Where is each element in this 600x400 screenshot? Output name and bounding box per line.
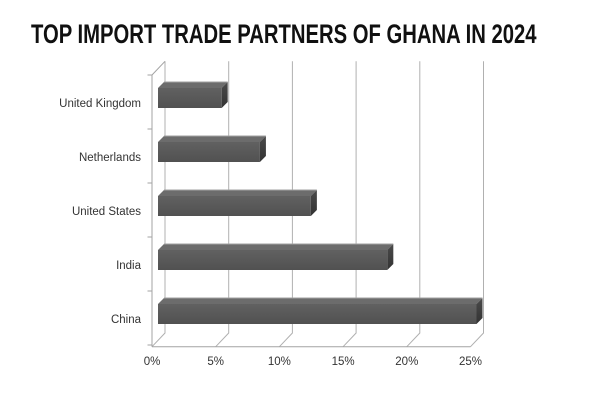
- x-tick-label-10pct: 10%: [268, 356, 291, 368]
- x-tick-label-0pct: 0%: [144, 356, 161, 368]
- bar-top-face: [158, 190, 317, 196]
- bar-netherlands: [158, 135, 266, 162]
- bar-front-face: [158, 88, 222, 108]
- category-label-china: China: [111, 314, 142, 326]
- bar-side-face: [221, 82, 228, 108]
- bar-front-face: [158, 250, 388, 270]
- bar-top-face: [158, 82, 228, 88]
- x-tick-label-15pct: 15%: [332, 356, 355, 368]
- bar-front-face: [158, 196, 311, 216]
- bar-side-face: [476, 298, 483, 324]
- bar-united-kingdom: [158, 81, 228, 108]
- category-label-netherlands: Netherlands: [79, 152, 141, 164]
- bars: [158, 81, 483, 324]
- bar-china: [158, 297, 483, 324]
- bar-india: [158, 243, 394, 270]
- chart-title: TOP IMPORT TRADE PARTNERS OF GHANA IN 20…: [31, 19, 537, 49]
- category-label-united-states: United States: [72, 206, 141, 218]
- x-tick-label-5pct: 5%: [207, 356, 224, 368]
- x-tick-label-20pct: 20%: [395, 356, 418, 368]
- bar-side-face: [310, 190, 317, 216]
- bar-top-face: [158, 136, 266, 142]
- bar-side-face: [259, 136, 266, 162]
- bar-top-face: [158, 298, 483, 304]
- gridline-25pct: [470, 61, 484, 348]
- bar-side-face: [387, 244, 394, 270]
- axes: [147, 60, 471, 348]
- gridline-15pct: [342, 61, 357, 348]
- bar-united-states: [158, 189, 317, 216]
- category-label-india: India: [116, 260, 142, 272]
- bar-front-face: [158, 142, 260, 162]
- wall-top-edge: [151, 60, 166, 76]
- gridline-10pct: [279, 61, 293, 348]
- axis-labels: 0% 5% 10% 15% 20% 25% United Kingdom Netherland…: [59, 98, 482, 368]
- gridline-20pct: [406, 61, 421, 348]
- category-label-united-kingdom: United Kingdom: [59, 98, 141, 110]
- bar-top-face: [158, 244, 394, 250]
- bar-front-face: [158, 304, 477, 324]
- x-tick-label-25pct: 25%: [459, 356, 482, 368]
